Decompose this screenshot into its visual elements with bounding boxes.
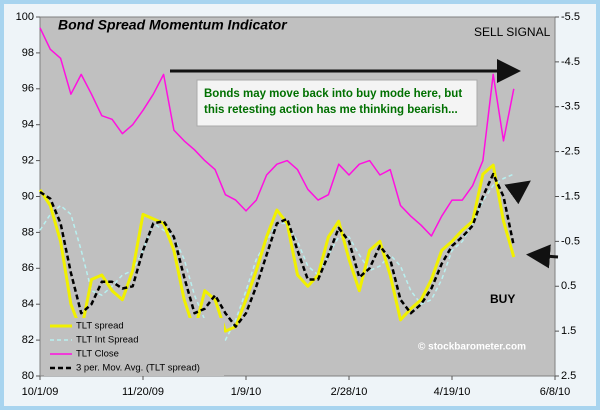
y2-tick-label: -0.5: [561, 235, 580, 247]
y-tick-label: 90: [22, 190, 34, 202]
x-tick-label: 10/1/09: [22, 386, 59, 398]
y-tick-label: 100: [16, 11, 34, 23]
y2-tick-label: 2.5: [561, 370, 576, 382]
y-tick-label: 82: [22, 334, 34, 346]
callout-box: [196, 79, 478, 127]
legend-label: 3 per. Mov. Avg. (TLT spread): [76, 363, 200, 374]
y-tick-label: 98: [22, 47, 34, 59]
annotation: this retesting action has me thinking be…: [204, 104, 458, 116]
y2-tick-label: 1.5: [561, 325, 576, 337]
y-tick-label: 88: [22, 226, 34, 238]
arrow: [504, 180, 531, 205]
y-tick-label: 96: [22, 83, 34, 95]
annotation: BUY: [490, 292, 515, 306]
x-tick-label: 4/19/10: [434, 386, 471, 398]
y-tick-label: 92: [22, 155, 34, 167]
annotation: SELL SIGNAL: [474, 25, 551, 39]
x-tick-label: 1/9/10: [231, 386, 262, 398]
series-line: [39, 27, 515, 237]
legend-label: TLT spread: [76, 321, 124, 332]
x-tick-label: 2/28/10: [331, 386, 368, 398]
y2-tick-label: -4.5: [561, 56, 580, 68]
y-tick-label: 80: [22, 370, 34, 382]
watermark: © stockbarometer.com: [418, 342, 526, 353]
y-tick-label: 84: [22, 298, 34, 310]
y2-tick-label: -5.5: [561, 11, 580, 23]
series-line: [39, 172, 516, 328]
legend: [44, 318, 224, 376]
plot-area: [39, 16, 556, 377]
annotation: Bonds may move back into buy mode here, …: [204, 88, 462, 100]
y-tick-label: 86: [22, 262, 34, 274]
arrow: [526, 244, 559, 269]
series-line: [38, 163, 516, 333]
x-tick-label: 6/8/10: [540, 386, 571, 398]
legend-label: TLT Close: [76, 349, 119, 360]
y2-tick-label: -3.5: [561, 101, 580, 113]
y2-tick-label: 0.5: [561, 280, 576, 292]
legend-label: TLT Int Spread: [76, 335, 139, 346]
chart-title: Bond Spread Momentum Indicator: [58, 17, 288, 33]
y2-tick-label: -1.5: [561, 190, 580, 202]
y2-tick-label: -2.5: [561, 146, 580, 158]
x-tick-label: 11/20/09: [122, 386, 164, 398]
y-tick-label: 94: [22, 119, 34, 131]
